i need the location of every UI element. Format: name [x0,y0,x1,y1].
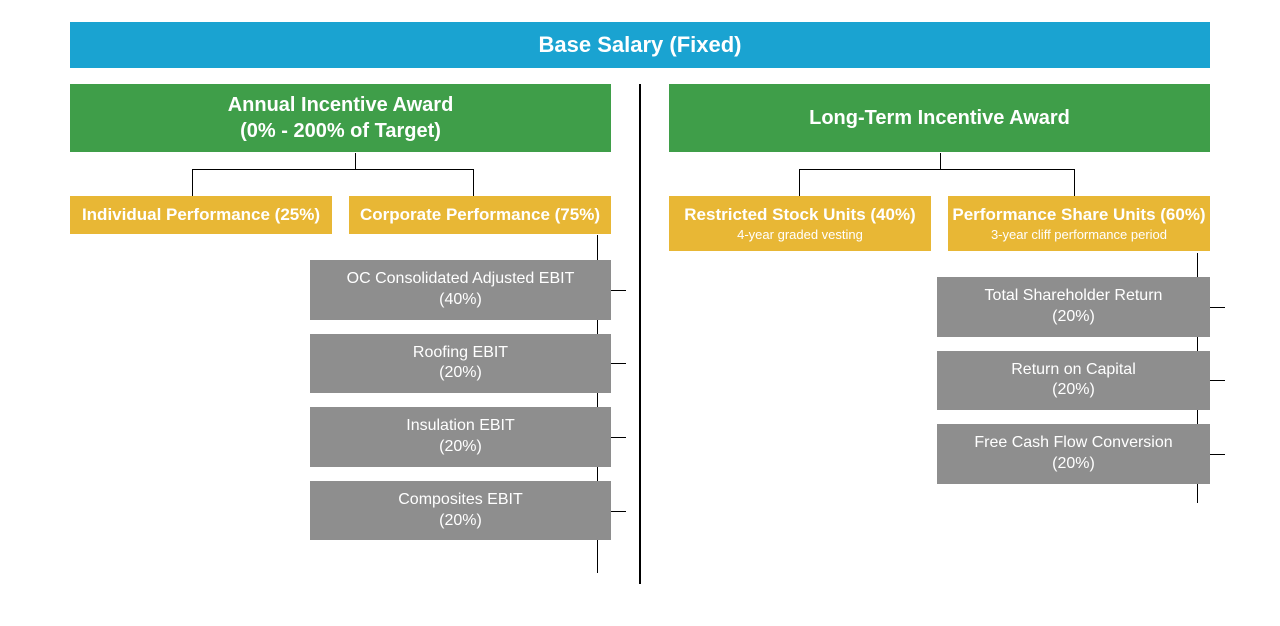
connector [611,437,626,438]
restricted-stock-box: Restricted Stock Units (40%) 4-year grad… [669,196,931,251]
corporate-performance-box: Corporate Performance (75%) [349,196,611,234]
long-term-incentive-column: Long-Term Incentive Award Restricted Sto… [641,84,1210,604]
metric-title: Total Shareholder Return [985,287,1163,304]
connector [1210,454,1225,455]
metric-percent: (20%) [943,454,1204,475]
long-term-header: Long-Term Incentive Award [669,84,1210,152]
metric-box: Insulation EBIT (20%) [310,407,611,467]
metric-percent: (20%) [316,511,605,532]
connector [611,290,626,291]
connector [799,169,800,197]
connector [799,169,1075,170]
metric-percent: (20%) [943,380,1204,401]
connector [1210,380,1225,381]
annual-incentive-header: Annual Incentive Award (0% - 200% of Tar… [70,84,611,152]
metric-box: Total Shareholder Return (20%) [937,277,1210,337]
corporate-metrics-list: OC Consolidated Adjusted EBIT (40%) Roofin… [70,260,611,540]
metric-percent: (20%) [943,307,1204,328]
annual-incentive-column: Annual Incentive Award (0% - 200% of Tar… [70,84,639,604]
individual-performance-box: Individual Performance (25%) [70,196,332,234]
metric-title: OC Consolidated Adjusted EBIT [347,270,575,287]
connector [611,511,626,512]
metric-percent: (40%) [316,290,605,311]
metric-box: Composites EBIT (20%) [310,481,611,541]
header-line-1: Annual Incentive Award [228,94,454,116]
metric-box: Return on Capital (20%) [937,351,1210,411]
yellow-title: Performance Share Units (60%) [952,205,1205,224]
connector [473,169,474,197]
yellow-title: Restricted Stock Units (40%) [684,205,915,224]
metric-percent: (20%) [316,437,605,458]
annual-yellow-row: Individual Performance (25%) Corporate P… [70,196,611,234]
metric-title: Roofing EBIT [413,344,508,361]
metric-box: Roofing EBIT (20%) [310,334,611,394]
long-term-yellow-row: Restricted Stock Units (40%) 4-year grad… [669,196,1210,251]
connector [192,169,193,197]
connector [940,153,941,169]
header-line-1: Long-Term Incentive Award [809,107,1070,129]
metric-percent: (20%) [316,363,605,384]
connector [1210,307,1225,308]
connector [1074,169,1075,197]
connector [611,363,626,364]
metric-box: Free Cash Flow Conversion (20%) [937,424,1210,484]
metric-box: OC Consolidated Adjusted EBIT (40%) [310,260,611,320]
connector [355,153,356,169]
columns-container: Annual Incentive Award (0% - 200% of Tar… [70,84,1210,604]
yellow-subtitle: 3-year cliff performance period [952,227,1206,242]
metric-title: Composites EBIT [398,491,522,508]
header-line-2: (0% - 200% of Target) [240,120,441,142]
metric-title: Insulation EBIT [406,417,515,434]
base-salary-header: Base Salary (Fixed) [70,22,1210,68]
psu-metrics-list: Total Shareholder Return(20%)Return on C… [669,277,1210,484]
metric-title: Return on Capital [1011,361,1136,378]
metric-title: Free Cash Flow Conversion [974,434,1172,451]
yellow-subtitle: 4-year graded vesting [673,227,927,242]
performance-share-box: Performance Share Units (60%) 3-year cli… [948,196,1210,251]
connector [192,169,474,170]
